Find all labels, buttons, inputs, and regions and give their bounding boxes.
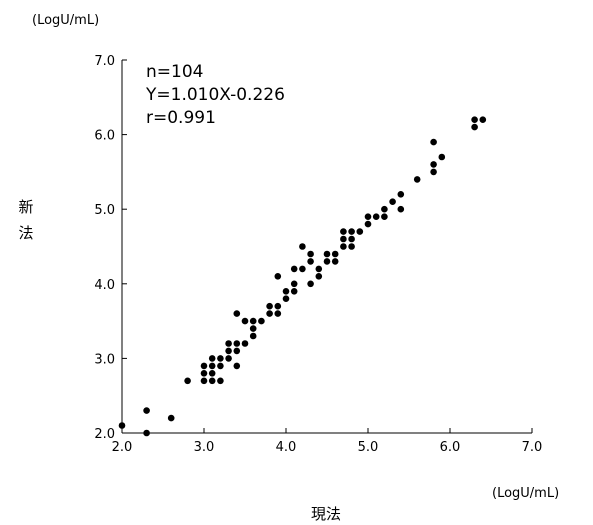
data-point xyxy=(274,310,282,317)
data-point xyxy=(143,429,150,437)
data-point xyxy=(307,250,314,258)
data-point xyxy=(364,220,372,228)
data-point xyxy=(208,362,216,370)
x-tick-label: 3.0 xyxy=(194,440,215,455)
data-point xyxy=(331,258,339,265)
y-unit-label: (LogU/mL) xyxy=(32,13,99,28)
y-tick-label: 3.0 xyxy=(94,352,115,367)
data-point xyxy=(315,273,323,280)
data-point xyxy=(372,213,380,220)
data-point xyxy=(331,250,339,258)
data-point xyxy=(266,302,273,310)
annotation-regression: Y=1.010X-0.226 xyxy=(145,85,285,105)
data-point xyxy=(348,243,355,250)
y-axis-title-char-1: 新 xyxy=(18,198,33,216)
data-point xyxy=(266,310,273,317)
data-point xyxy=(274,302,282,310)
data-point xyxy=(340,243,347,250)
data-point xyxy=(340,228,347,235)
data-point xyxy=(290,265,298,273)
data-point xyxy=(233,340,241,347)
x-tick-label: 2.0 xyxy=(112,440,133,455)
data-point xyxy=(217,362,224,370)
data-point xyxy=(274,273,282,280)
data-point xyxy=(430,168,437,176)
data-point xyxy=(249,325,257,332)
data-point xyxy=(143,407,150,414)
data-point xyxy=(299,243,306,250)
data-point xyxy=(364,213,372,220)
annotation-r: r=0.991 xyxy=(146,108,216,128)
x-tick-label: 7.0 xyxy=(522,440,543,455)
data-point xyxy=(323,250,331,258)
data-point xyxy=(397,191,405,198)
data-point xyxy=(348,235,355,243)
data-point xyxy=(438,153,446,161)
data-point xyxy=(225,347,232,355)
data-point xyxy=(241,340,249,347)
data-point xyxy=(282,288,290,295)
data-point xyxy=(389,198,396,205)
data-point xyxy=(208,377,216,385)
y-tick-label: 7.0 xyxy=(94,54,115,69)
data-point xyxy=(299,265,306,273)
data-point xyxy=(258,317,265,325)
data-point xyxy=(340,235,347,243)
data-point xyxy=(225,340,232,347)
y-tick-label: 4.0 xyxy=(94,278,115,293)
annotation-n: n=104 xyxy=(146,62,203,82)
data-point xyxy=(430,161,437,168)
data-point xyxy=(471,123,478,131)
data-point xyxy=(307,280,314,288)
data-point xyxy=(200,370,208,377)
data-point xyxy=(290,288,298,295)
data-point xyxy=(233,347,241,355)
data-point xyxy=(225,355,232,362)
data-point xyxy=(208,355,216,362)
data-point xyxy=(430,138,437,146)
data-point xyxy=(307,258,314,265)
data-point xyxy=(479,116,487,123)
data-point xyxy=(118,422,126,429)
y-axis-title-char-2: 法 xyxy=(18,224,33,242)
data-point xyxy=(356,228,364,235)
data-point xyxy=(200,377,208,385)
data-point xyxy=(315,265,323,273)
data-point xyxy=(471,116,478,123)
data-point xyxy=(249,332,257,340)
data-point xyxy=(167,414,175,422)
x-tick-label: 5.0 xyxy=(358,440,379,455)
y-tick-label: 6.0 xyxy=(94,129,115,144)
data-point xyxy=(290,280,298,288)
y-tick-label: 5.0 xyxy=(94,203,115,218)
data-point xyxy=(397,205,405,213)
x-tick-label: 4.0 xyxy=(276,440,297,455)
data-point xyxy=(348,228,355,235)
data-point xyxy=(323,258,331,265)
x-axis-title: 現法 xyxy=(311,505,341,523)
data-point xyxy=(249,317,257,325)
x-tick-label: 6.0 xyxy=(440,440,461,455)
axis-ticks: 2.0 3.0 4.0 5.0 6.0 7.0 2.0 3.0 4.0 5.0 6.0 7.0 xyxy=(94,54,542,455)
y-tick-label: 2.0 xyxy=(94,427,115,442)
data-point xyxy=(381,205,388,213)
data-point xyxy=(217,377,224,385)
data-point xyxy=(381,213,388,220)
data-point xyxy=(217,355,224,362)
data-point xyxy=(282,295,290,303)
data-point xyxy=(233,362,241,370)
x-unit-label: (LogU/mL) xyxy=(492,486,559,501)
data-point xyxy=(233,310,241,317)
data-point xyxy=(200,362,208,370)
data-point xyxy=(208,370,216,377)
data-point xyxy=(184,377,191,385)
data-point xyxy=(413,176,421,183)
data-point xyxy=(241,317,249,325)
data-points xyxy=(118,116,487,437)
